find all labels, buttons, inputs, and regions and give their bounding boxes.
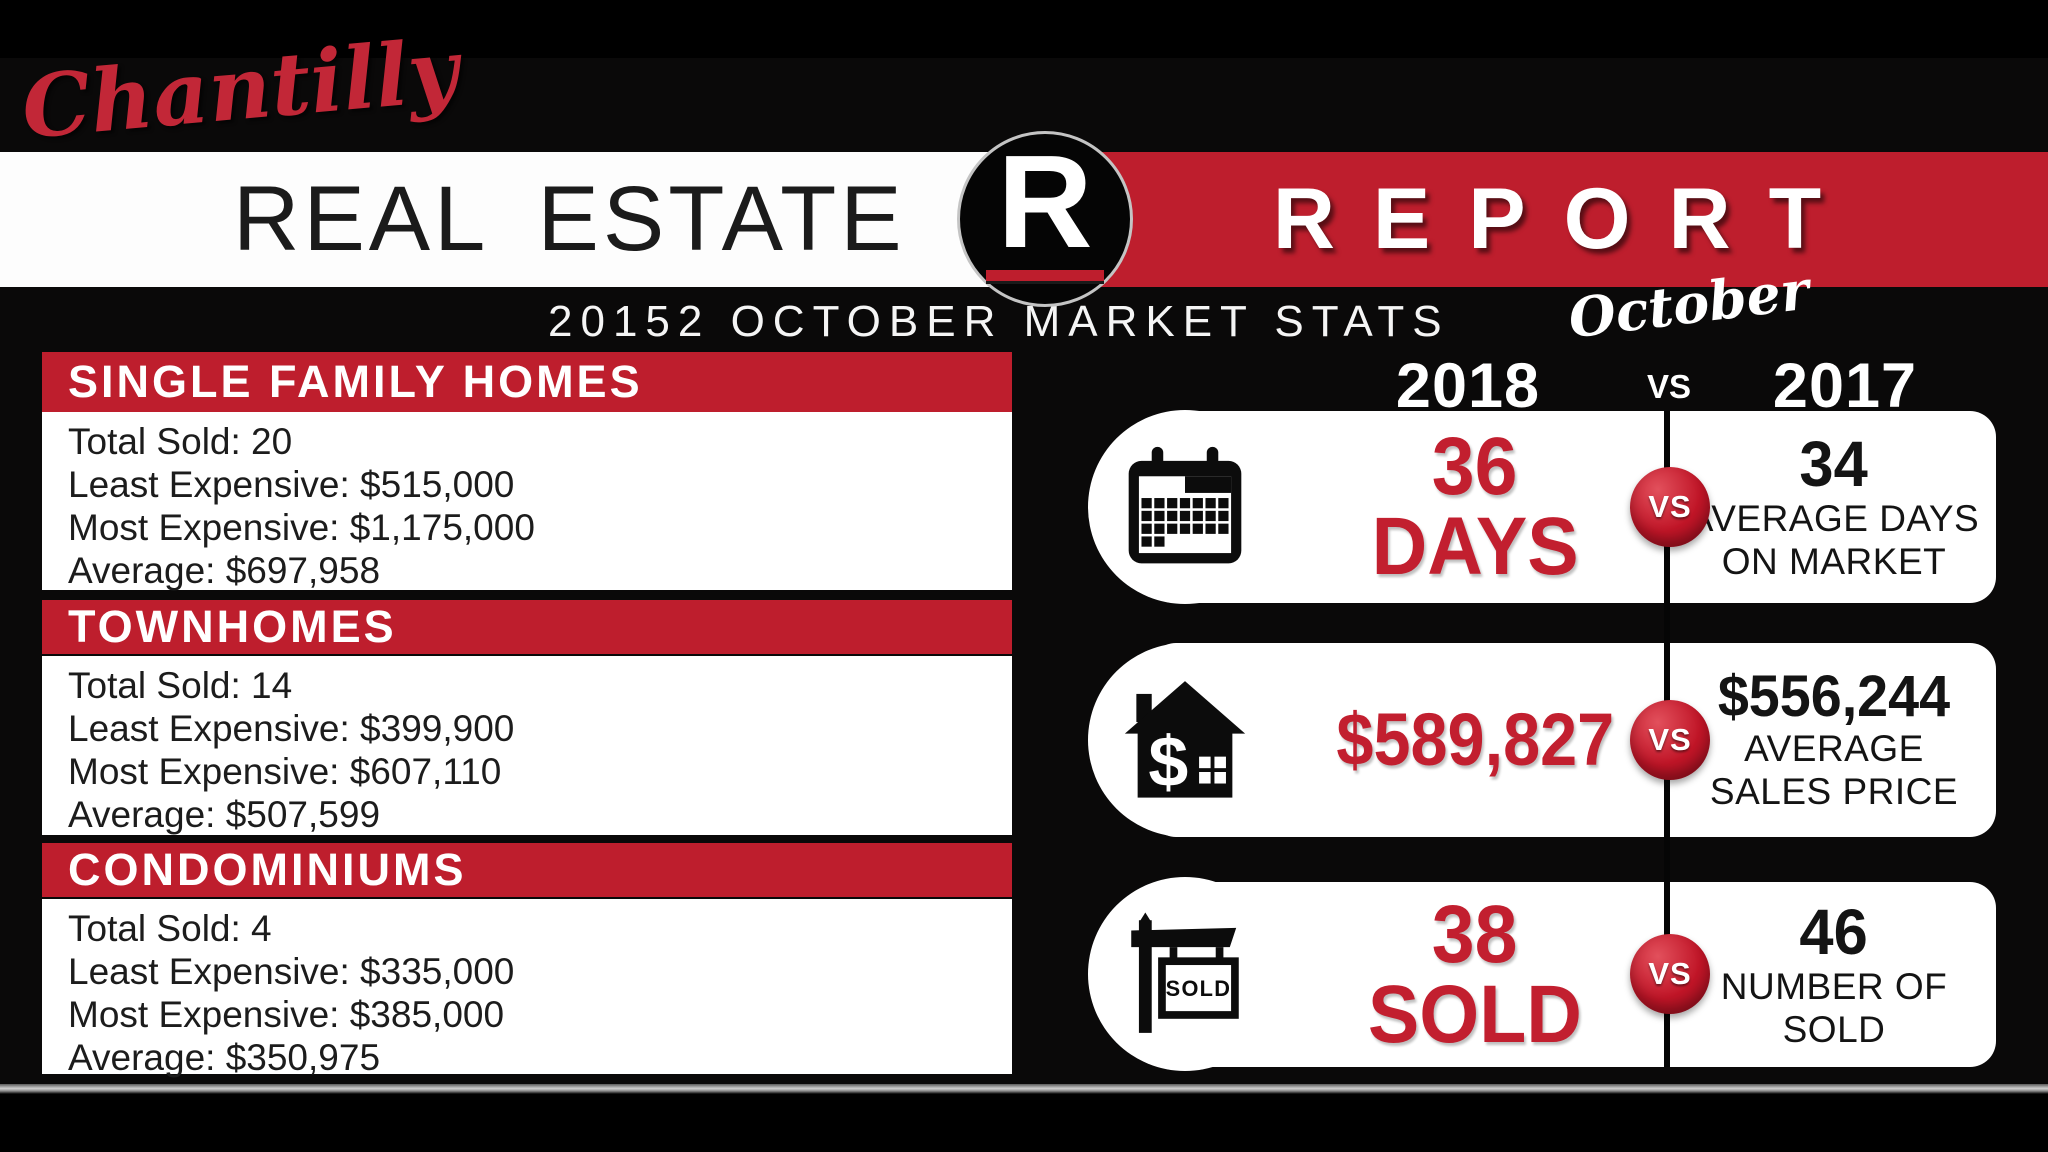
r-logo-letter: R [997, 128, 1093, 275]
stat-card-number-sold [1150, 882, 1996, 1067]
sold-2018-unit: SOLD [1367, 968, 1583, 1060]
days-2018-unit: DAYS [1371, 501, 1579, 592]
stat-line: Least Expensive: $515,000 [68, 464, 515, 505]
vs-header-label: VS [1646, 368, 1692, 405]
vs-badge: VS [1630, 934, 1710, 1014]
calendar-icon-svg [1128, 446, 1242, 564]
value-2018-sold: 38 SOLD [1285, 882, 1665, 1067]
section-header-condominiums: CONDOMINIUMS [42, 843, 1012, 897]
stat-line: Most Expensive: $607,110 [68, 751, 502, 792]
value-2017-price: $556,244 AVERAGE SALES PRICE [1673, 643, 1995, 837]
vs-badge: VS [1630, 467, 1710, 547]
brand-report: REPORT [1272, 171, 1860, 267]
value-2018-days: 36 DAYS [1285, 411, 1665, 603]
sold-sign-icon: SOLD [1088, 877, 1282, 1071]
year-2018-label: 2018 [1395, 351, 1541, 421]
label-line: SALES PRICE [1709, 771, 1959, 812]
section-panel-townhomes: Total Sold: 14 Least Expensive: $399,900… [42, 656, 1012, 835]
stat-line: Average: $507,599 [68, 794, 381, 835]
r-logo: R [957, 131, 1133, 307]
label-line: ON MARKET [1721, 541, 1947, 582]
stat-line: Least Expensive: $399,900 [68, 708, 515, 749]
stat-line: Average: $350,975 [68, 1037, 381, 1078]
value-2017-days: 34 AVERAGE DAYS ON MARKET [1673, 411, 1995, 603]
label-line: SOLD [1782, 1008, 1886, 1050]
price-2018-number: $589,827 [1336, 698, 1614, 781]
sold-2017-number: 46 [1799, 895, 1869, 968]
svg-text:SOLD: SOLD [1166, 976, 1232, 1001]
price-2017-number: $556,244 [1717, 664, 1951, 729]
stat-line: Average: $697,958 [68, 550, 381, 591]
label-line: AVERAGE [1744, 728, 1924, 769]
stat-card-days-on-market [1150, 411, 1996, 603]
sold-2017-label: NUMBER OF SOLD [1721, 965, 1948, 1051]
stat-line: Most Expensive: $385,000 [68, 994, 505, 1035]
stat-line: Most Expensive: $1,175,000 [68, 507, 535, 548]
stat-line: Total Sold: 14 [68, 665, 293, 706]
bottom-edge-line [0, 1084, 2048, 1094]
banner-white-band [0, 152, 1046, 287]
section-header-townhomes: TOWNHOMES [42, 600, 1012, 654]
days-2017-label: AVERAGE DAYS ON MARKET [1689, 497, 1979, 583]
market-stats-subtitle: 20152 OCTOBER MARKET STATS [548, 297, 1450, 346]
vs-badge: VS [1630, 700, 1710, 780]
house-dollar-icon: $ [1088, 643, 1282, 837]
brand-real-estate: REAL ESTATE [233, 168, 906, 270]
year-2017-label: 2017 [1772, 351, 1918, 421]
stat-line: Total Sold: 20 [68, 421, 293, 462]
calendar-icon [1088, 410, 1282, 604]
label-line: NUMBER OF [1720, 965, 1948, 1007]
banner-red-band [1046, 152, 2048, 287]
price-2017-label: AVERAGE SALES PRICE [1710, 727, 1958, 813]
svg-text:$: $ [1148, 722, 1188, 802]
stat-line: Least Expensive: $335,000 [68, 951, 515, 992]
house-dollar-icon-svg: $ [1124, 681, 1246, 802]
sold-sign-icon-svg: SOLD [1131, 912, 1239, 1033]
value-2017-sold: 46 NUMBER OF SOLD [1673, 882, 1995, 1067]
stat-card-average-price [1150, 643, 1996, 837]
section-panel-single-family: Total Sold: 20 Least Expensive: $515,000… [42, 412, 1012, 591]
section-header-single-family: SINGLE FAMILY HOMES [42, 352, 1012, 412]
days-2018-number: 36 [1432, 421, 1518, 512]
r-logo-underline [986, 270, 1104, 284]
section-panel-condominiums: Total Sold: 4 Least Expensive: $335,000 … [42, 899, 1012, 1078]
days-2017-number: 34 [1799, 428, 1869, 500]
label-line: AVERAGE DAYS [1688, 498, 1980, 539]
sold-2018-number: 38 [1432, 888, 1518, 980]
stat-line: Total Sold: 4 [68, 908, 272, 949]
value-2018-price: $589,827 [1285, 643, 1665, 837]
